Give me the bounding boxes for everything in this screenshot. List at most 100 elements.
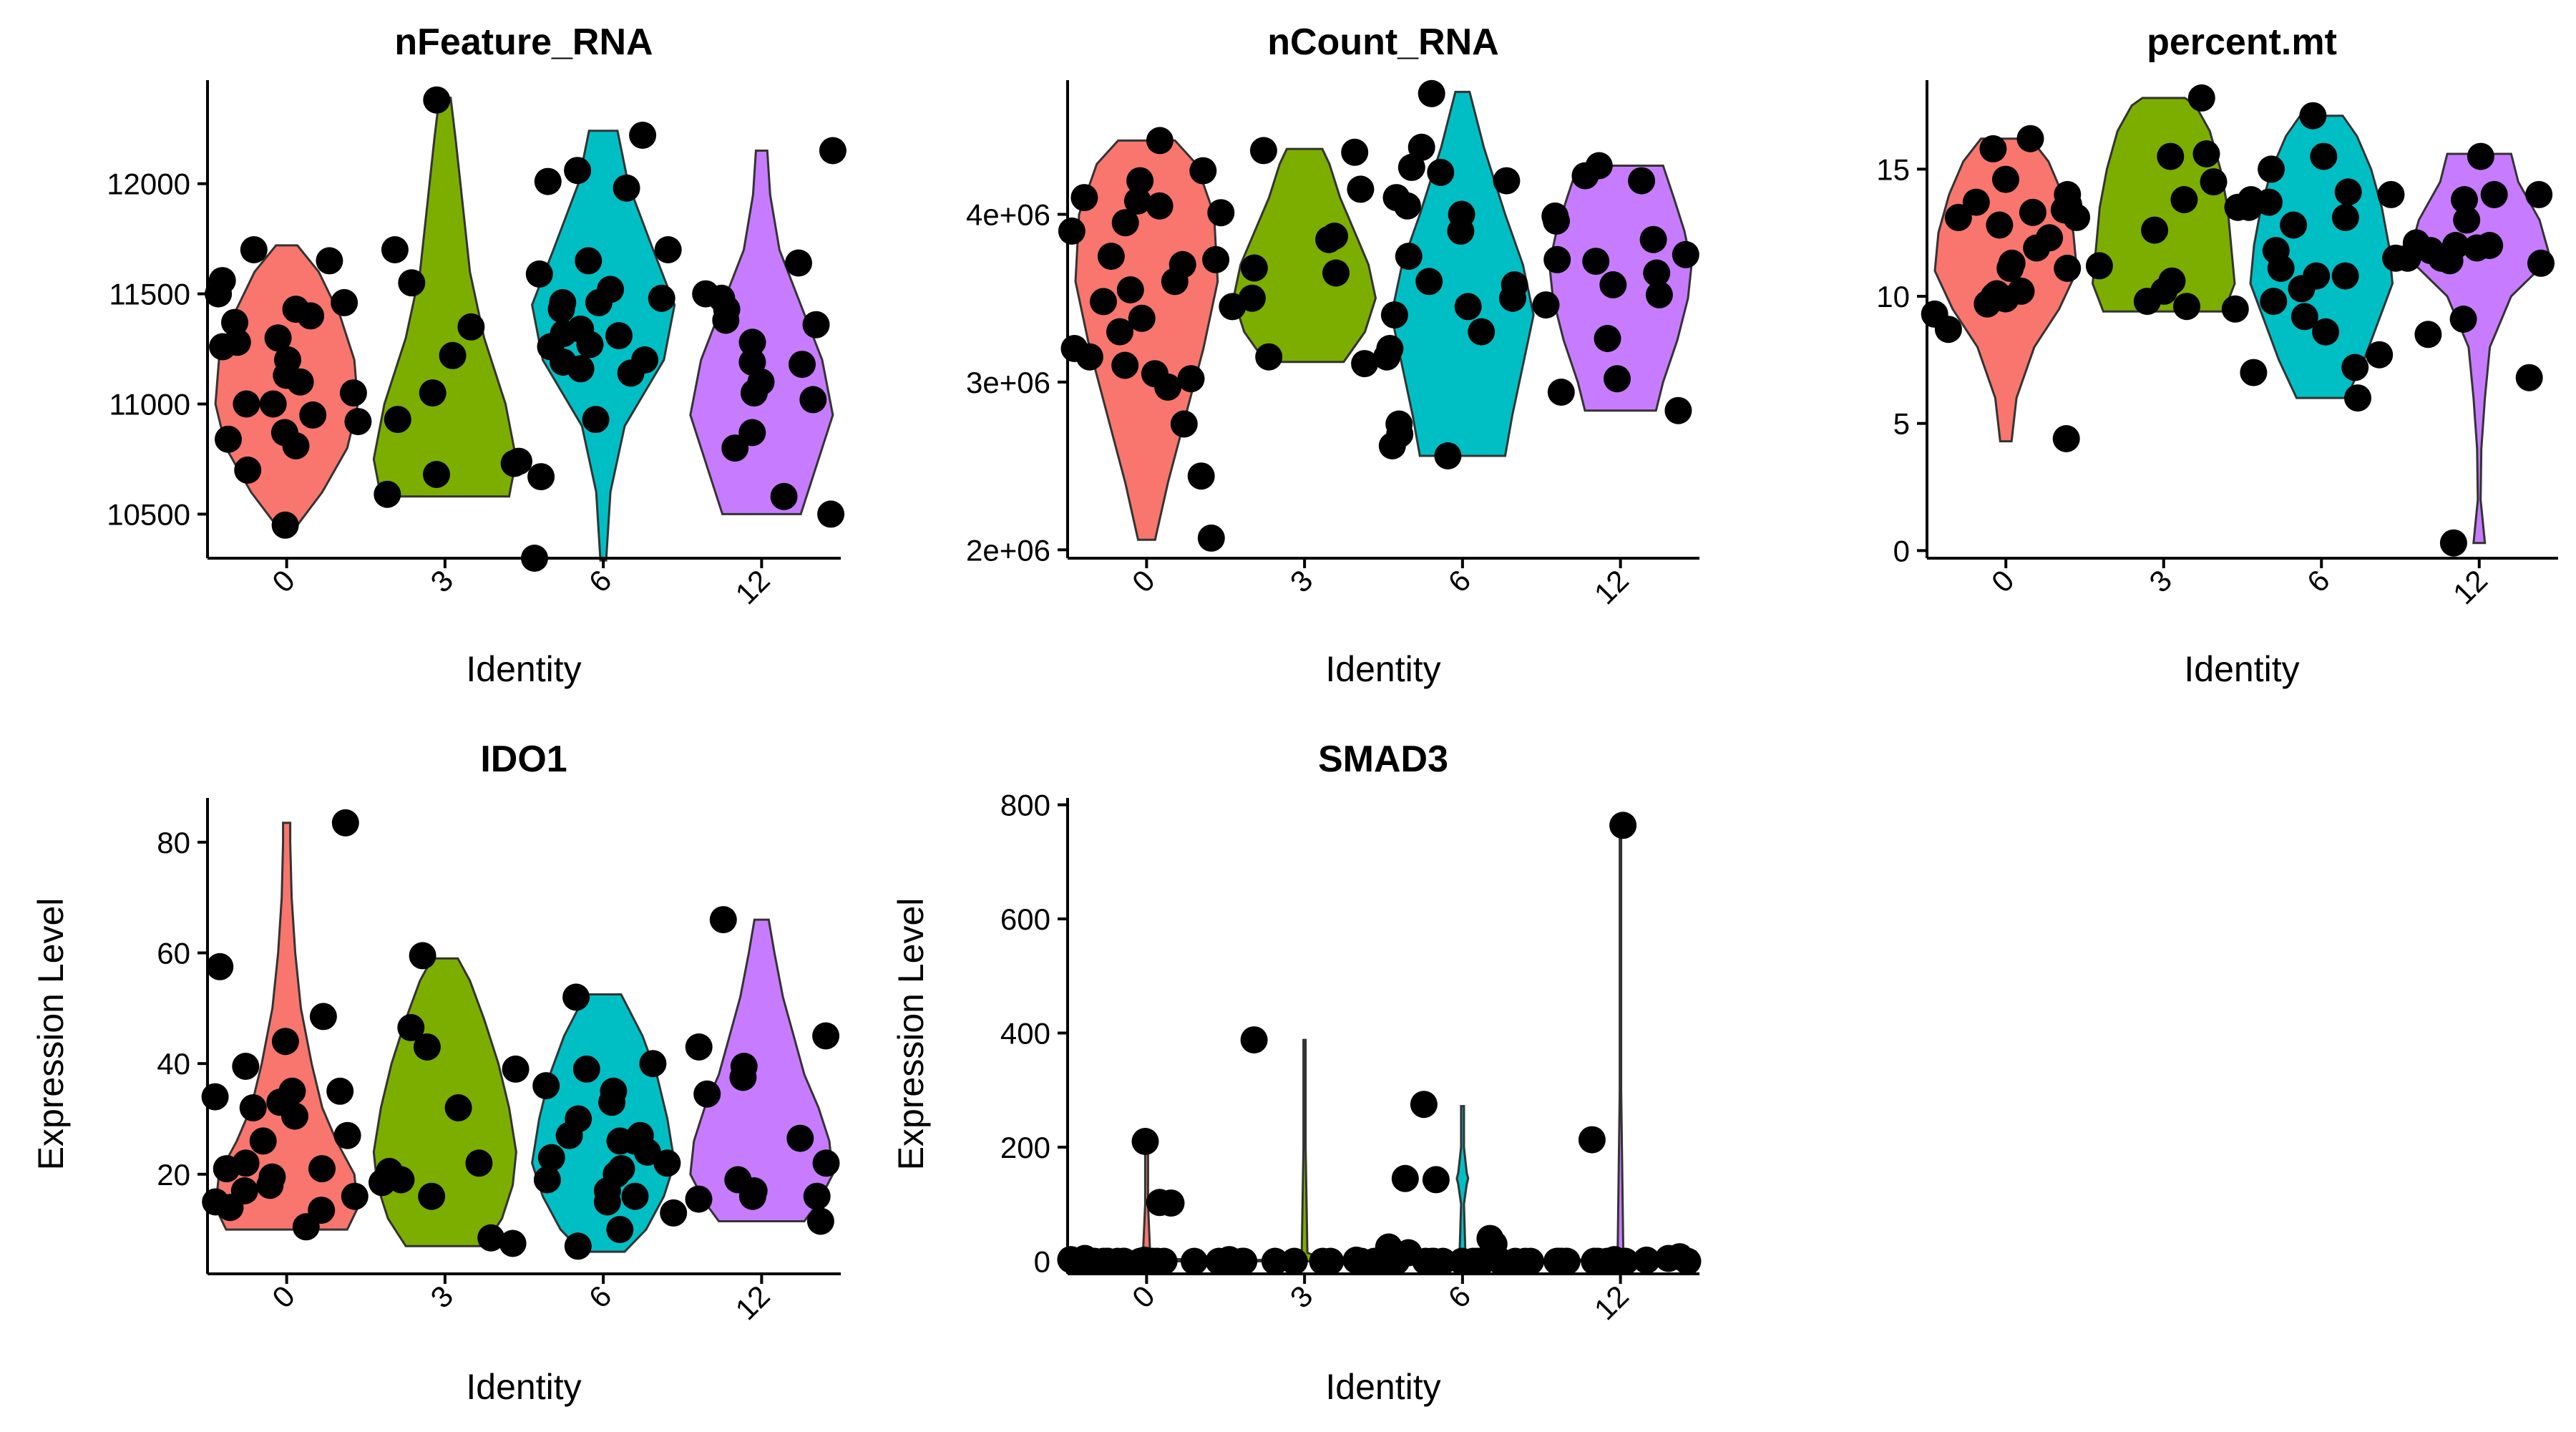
data-point [439, 341, 467, 369]
data-point [1664, 396, 1692, 424]
y-tick-label: 10500 [107, 497, 190, 531]
data-point [249, 1127, 277, 1155]
data-point [1501, 271, 1528, 298]
data-point [205, 280, 233, 308]
data-point [1181, 1247, 1208, 1275]
data-point [2200, 168, 2228, 196]
y-tick-label: 10 [1876, 280, 1910, 313]
data-point [505, 447, 532, 475]
x-tick-label: 0 [1126, 1279, 1161, 1315]
plot-area: 0 200 400 600 800 0 3 6 12 [1000, 789, 1702, 1326]
data-point [537, 1144, 565, 1172]
data-point [331, 809, 359, 837]
data-point [2260, 288, 2288, 316]
data-point [339, 379, 367, 407]
data-point [613, 174, 640, 202]
data-point [465, 1149, 493, 1177]
data-point [1992, 165, 2019, 193]
data-point [376, 1157, 404, 1185]
panel-title: IDO1 [480, 739, 567, 780]
data-point [2157, 142, 2185, 170]
data-point [1170, 410, 1198, 438]
panel-title: percent.mt [2147, 21, 2337, 63]
data-point [525, 260, 553, 288]
data-point [2299, 102, 2327, 130]
data-point [724, 1166, 752, 1194]
data-point [2258, 155, 2285, 183]
data-point [1410, 1091, 1438, 1119]
data-point [1434, 442, 1462, 469]
data-point [2344, 384, 2371, 412]
data-point [1381, 1245, 1409, 1272]
x-tick-label: 3 [2142, 563, 2178, 599]
y-tick-label: 15 [1876, 152, 1910, 186]
data-point [1207, 199, 1235, 227]
data-point [1415, 268, 1443, 296]
data-point [2310, 142, 2338, 170]
data-point [1672, 240, 1699, 268]
data-point [308, 1155, 336, 1183]
data-point [2451, 186, 2478, 213]
data-point [738, 328, 766, 356]
data-point [1582, 248, 1610, 276]
x-tick-label: 3 [1284, 563, 1319, 599]
x-tick-label: 6 [582, 563, 618, 599]
y-tick-label: 3e+06 [966, 366, 1050, 399]
data-point [1322, 259, 1350, 287]
data-point [1341, 138, 1369, 166]
data-point [1422, 1166, 1450, 1194]
data-point [2019, 198, 2046, 226]
plot-area: 20 40 60 80 0 3 6 12 [157, 798, 841, 1326]
data-point [1543, 245, 1571, 273]
data-point [802, 311, 830, 338]
data-point [1604, 365, 1631, 393]
data-point [2192, 140, 2220, 167]
data-point [419, 379, 447, 407]
violin-12 [1549, 824, 1692, 1262]
data-point [1317, 1247, 1345, 1275]
panel-nfeature-rna: nFeature_RNA 10500 11000 11500 12000 0 3 6 12 I… [107, 21, 847, 689]
data-point [562, 983, 590, 1011]
data-point [2187, 84, 2215, 112]
x-axis-label: Identity [2184, 649, 2299, 689]
data-point [2453, 206, 2481, 234]
data-point [2341, 354, 2369, 381]
data-point [201, 1083, 229, 1111]
data-point [1146, 127, 1174, 155]
data-point [2173, 293, 2200, 321]
data-point [685, 1033, 713, 1061]
data-point [2303, 262, 2331, 290]
plot-area: 10500 11000 11500 12000 0 3 6 12 [107, 80, 847, 610]
data-point [239, 1094, 267, 1121]
data-point [264, 324, 292, 352]
data-point [413, 1033, 441, 1061]
data-point [2290, 303, 2318, 331]
data-point [1448, 1247, 1476, 1275]
data-point [1126, 167, 1154, 195]
data-point [533, 1166, 561, 1194]
x-axis-label: Identity [466, 1367, 581, 1407]
data-point [2439, 529, 2467, 557]
data-point [565, 1105, 592, 1133]
panel-ncount-rna: nCount_RNA 2e+06 3e+06 4e+06 0 3 6 12 Identity [966, 21, 1699, 689]
data-point [397, 1013, 425, 1041]
panel-ido1: IDO1 20 40 60 80 0 3 6 12 Identity Expression L… [31, 739, 841, 1407]
data-point [806, 1207, 834, 1235]
data-point [1116, 276, 1144, 303]
x-tick-label: 0 [1985, 563, 2021, 599]
violin-3 [1233, 1038, 1376, 1262]
data-point [1090, 288, 1117, 316]
data-point [240, 236, 268, 263]
data-point [1075, 343, 1103, 371]
data-point [1187, 462, 1215, 490]
data-point [256, 1172, 284, 1199]
data-point [2054, 254, 2082, 282]
data-point [1643, 259, 1671, 287]
data-point [2467, 142, 2494, 170]
data-point [1645, 281, 1673, 308]
y-tick-label: 2e+06 [966, 533, 1050, 567]
data-point [2377, 180, 2405, 208]
data-point [2150, 277, 2178, 305]
data-point [1418, 79, 1445, 107]
